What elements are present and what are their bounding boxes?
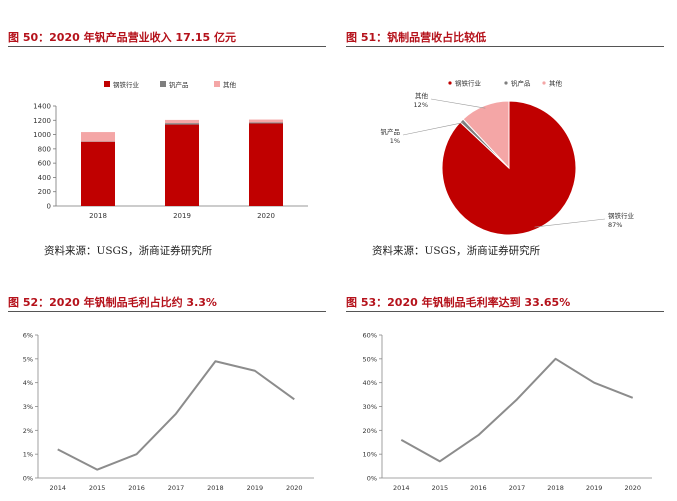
y-tick-label: 2% (23, 427, 33, 435)
pie-label: 钒产品 (381, 127, 401, 136)
x-tick-label: 2019 (173, 212, 191, 220)
legend-swatch-1 (504, 81, 508, 85)
y-tick-label: 10% (363, 451, 377, 459)
x-tick-label: 2020 (257, 212, 275, 220)
fig52-chart: 0% 1% 2% 3% 4% 5% 6% 2014 2015 2016 2017 2018 2019 20… (23, 332, 314, 492)
y-tick-label: 4% (23, 379, 33, 387)
y-tick-label: 1% (23, 451, 33, 459)
x-tick-label: 2017 (168, 484, 185, 492)
legend-label-0: 钢铁行业 (455, 79, 482, 88)
pie-pct: 1% (390, 137, 400, 145)
pie-pct: 87% (608, 221, 622, 229)
fig53-title-rule (346, 311, 664, 312)
pie-slice-2 (462, 100, 510, 170)
fig51-title-rule (346, 46, 664, 47)
x-tick-label: 2018 (89, 212, 107, 220)
y-tick-label: 0 (47, 203, 51, 211)
y-tick-label: 1000 (33, 131, 51, 139)
x-tick-label: 2020 (286, 484, 303, 492)
pie-leader-line (402, 122, 464, 136)
fig50-chart: 钢铁行业 钒产品 其他 0 200 400 600 800 1000 1200 1400 2018 20… (33, 80, 308, 220)
legend-label-2: 其他 (549, 79, 563, 88)
y-tick-label: 50% (363, 355, 377, 363)
x-tick-label: 2016 (128, 484, 145, 492)
legend-label-0: 钢铁行业 (113, 80, 140, 89)
y-tick-label: 6% (23, 332, 33, 340)
fig51-source: 资料来源：USGS，浙商证券研究所 (372, 245, 541, 257)
fig51-title: 图 51：钒制品营收占比较低 (346, 31, 487, 44)
bar-segment (249, 122, 283, 124)
x-tick-label: 2016 (470, 484, 487, 492)
series-line (57, 360, 295, 471)
y-tick-label: 0% (367, 475, 377, 483)
y-tick-label: 30% (363, 403, 377, 411)
pie-leader-line (430, 98, 486, 109)
legend-swatch-0 (448, 81, 452, 85)
x-tick-label: 2014 (393, 484, 410, 492)
y-tick-label: 400 (38, 174, 51, 182)
y-tick-label: 20% (363, 427, 377, 435)
y-tick-label: 40% (363, 379, 377, 387)
pie-label: 其他 (415, 91, 429, 100)
x-tick-label: 2017 (509, 484, 526, 492)
x-tick-label: 2014 (49, 484, 66, 492)
y-tick-label: 600 (38, 160, 51, 168)
legend-swatch-0 (104, 81, 110, 87)
y-tick-label: 800 (38, 145, 51, 153)
bar-segment (165, 119, 199, 124)
x-tick-label: 2015 (89, 484, 106, 492)
y-tick-label: 5% (23, 355, 33, 363)
y-tick-label: 1400 (33, 103, 51, 111)
y-tick-label: 60% (363, 332, 377, 340)
fig50-title-rule (8, 46, 326, 47)
pie-pct: 12% (414, 101, 428, 109)
legend-swatch-1 (160, 81, 166, 87)
fig50-source: 资料来源：USGS，浙商证券研究所 (44, 245, 213, 257)
bar-segment (165, 124, 199, 206)
y-tick-label: 1200 (33, 117, 51, 125)
bar-segment (165, 123, 199, 125)
bar-segment (249, 119, 283, 123)
fig52-title-rule (8, 311, 326, 312)
y-tick-label: 200 (38, 188, 51, 196)
legend-label-1: 钒产品 (511, 79, 531, 88)
pie-label: 钢铁行业 (608, 211, 635, 220)
fig53-title: 图 53：2020 年钒制品毛利率达到 33.65% (346, 296, 571, 309)
fig50-title: 图 50：2020 年钒产品营业收入 17.15 亿元 (8, 31, 237, 44)
bar-segment (249, 123, 283, 206)
legend-label-2: 其他 (223, 80, 237, 89)
y-tick-label: 3% (23, 403, 33, 411)
pie-leader-line (534, 218, 606, 228)
x-tick-label: 2020 (624, 484, 641, 492)
bar-segment (81, 132, 115, 142)
series-line (400, 357, 634, 463)
bar-segment (81, 141, 115, 206)
x-tick-label: 2019 (586, 484, 603, 492)
legend-swatch-2 (542, 81, 546, 85)
legend-swatch-2 (214, 81, 220, 87)
x-tick-label: 2019 (247, 484, 264, 492)
fig53-chart: 0% 10% 20% 30% 40% 50% 60% 2014 2015 2016 2017 2018… (363, 332, 652, 492)
y-tick-label: 0% (23, 475, 33, 483)
x-tick-label: 2018 (547, 484, 564, 492)
x-tick-label: 2015 (432, 484, 449, 492)
legend-label-1: 钒产品 (169, 80, 189, 89)
fig52-title: 图 52：2020 年钒制品毛利占比约 3.3% (8, 296, 217, 309)
x-tick-label: 2018 (207, 484, 224, 492)
